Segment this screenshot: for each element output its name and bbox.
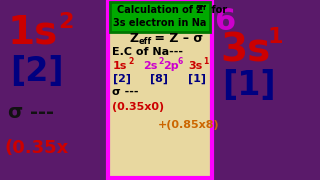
Text: 1s: 1s <box>113 61 127 71</box>
Text: 3s: 3s <box>188 61 202 71</box>
Text: 2: 2 <box>58 12 73 32</box>
Text: 6: 6 <box>214 8 235 37</box>
Text: [1]: [1] <box>188 74 206 84</box>
Text: 1: 1 <box>203 57 208 66</box>
FancyBboxPatch shape <box>110 2 210 32</box>
Text: = Z – σ: = Z – σ <box>150 33 203 46</box>
Text: 1: 1 <box>268 27 284 47</box>
Text: [2]: [2] <box>113 74 131 84</box>
Text: (0.35x: (0.35x <box>5 139 69 157</box>
Text: eff: eff <box>139 37 152 46</box>
Text: 2s: 2s <box>143 61 157 71</box>
Text: Z: Z <box>130 33 139 46</box>
Bar <box>212 0 320 180</box>
Text: [8]: [8] <box>150 74 168 84</box>
Bar <box>0 0 108 180</box>
Text: 2: 2 <box>158 57 163 66</box>
Text: 6: 6 <box>178 57 183 66</box>
Text: σ ---: σ --- <box>112 87 139 97</box>
Text: Calculation of Z: Calculation of Z <box>117 5 203 15</box>
Text: [1]: [1] <box>222 69 276 102</box>
Text: 2p: 2p <box>163 61 179 71</box>
Text: for: for <box>208 5 227 15</box>
Text: 3s electron in Na: 3s electron in Na <box>113 18 207 28</box>
Text: 2: 2 <box>128 57 133 66</box>
Text: [2]: [2] <box>10 55 64 89</box>
Text: 1s: 1s <box>8 13 58 51</box>
Text: (0.35x0): (0.35x0) <box>112 102 164 112</box>
FancyBboxPatch shape <box>108 2 212 178</box>
Text: 3s: 3s <box>220 31 270 69</box>
Text: σ ---: σ --- <box>8 102 54 122</box>
Text: eff: eff <box>196 5 207 11</box>
Text: E.C of Na---: E.C of Na--- <box>112 47 183 57</box>
Text: +(0.85x8): +(0.85x8) <box>158 120 220 130</box>
